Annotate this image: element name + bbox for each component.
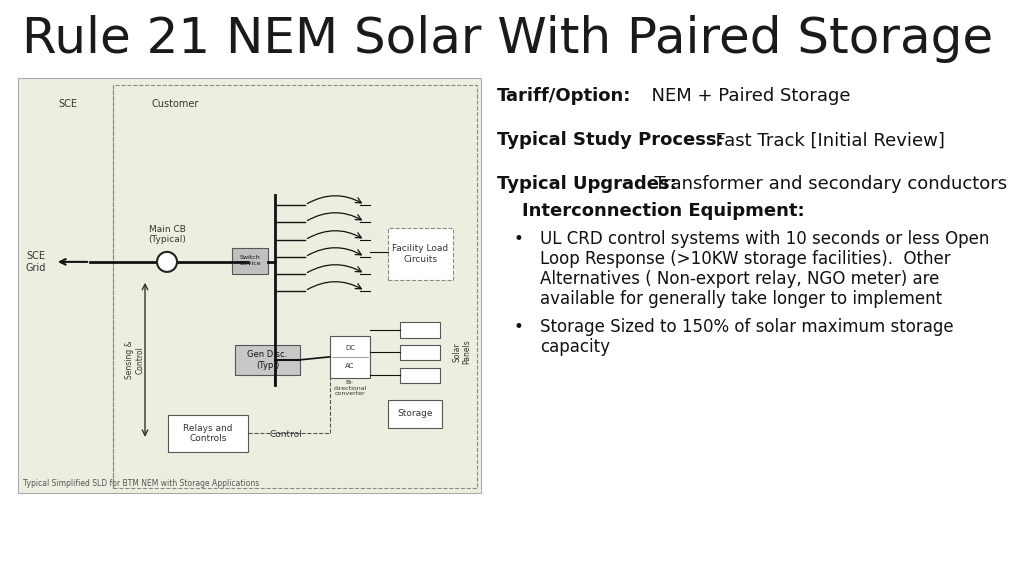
Text: Typical Simplified SLD for BTM NEM with Storage Applications: Typical Simplified SLD for BTM NEM with … (23, 479, 259, 488)
Text: capacity: capacity (540, 338, 610, 356)
Text: Storage Sized to 150% of solar maximum storage: Storage Sized to 150% of solar maximum s… (540, 317, 953, 336)
Circle shape (157, 252, 177, 272)
Text: SCE: SCE (58, 99, 78, 109)
Text: Facility Load
Circuits: Facility Load Circuits (392, 244, 449, 264)
Text: Customer: Customer (152, 99, 199, 109)
Bar (232, 248, 268, 274)
Text: DC: DC (345, 344, 355, 351)
Text: UL CRD control systems with 10 seconds or less Open: UL CRD control systems with 10 seconds o… (540, 229, 989, 248)
Text: Transformer and secondary conductors: Transformer and secondary conductors (643, 175, 1008, 194)
Bar (168, 415, 248, 452)
Bar (388, 228, 453, 280)
Text: Control: Control (270, 430, 303, 439)
Bar (400, 345, 440, 360)
Bar (113, 85, 477, 488)
Text: AC: AC (345, 363, 354, 369)
Bar (400, 368, 440, 383)
Bar (234, 345, 300, 375)
Text: Tariff/Option:: Tariff/Option: (497, 87, 632, 105)
Text: Loop Response (>10KW storage facilities).  Other: Loop Response (>10KW storage facilities)… (540, 250, 950, 268)
Text: Relays and
Controls: Relays and Controls (183, 423, 232, 443)
Text: Rule 21 NEM Solar With Paired Storage: Rule 21 NEM Solar With Paired Storage (22, 15, 993, 63)
Text: Bi-
directional
converter: Bi- directional converter (334, 380, 367, 396)
Text: Sensing &
Control: Sensing & Control (125, 340, 144, 379)
Text: Main CB
(Typical): Main CB (Typical) (148, 225, 186, 244)
Text: Fast Track [Initial Review]: Fast Track [Initial Review] (705, 131, 945, 149)
Text: Switch
Device: Switch Device (240, 256, 261, 266)
Text: Solar
Panels: Solar Panels (453, 339, 472, 364)
Bar (330, 336, 370, 378)
Text: NEM + Paired Storage: NEM + Paired Storage (640, 87, 851, 105)
Text: Interconnection Equipment:: Interconnection Equipment: (497, 202, 805, 220)
Text: •: • (514, 317, 524, 336)
Text: •: • (514, 229, 524, 248)
Bar (388, 400, 442, 428)
Bar (400, 322, 440, 338)
Text: Typical Study Process:: Typical Study Process: (497, 131, 724, 149)
Bar (18, 78, 481, 493)
Text: Storage: Storage (397, 410, 433, 418)
Text: Gen Disc.
(Typ.): Gen Disc. (Typ.) (248, 350, 288, 370)
Text: SCE
Grid: SCE Grid (26, 251, 46, 272)
Text: available for generally take longer to implement: available for generally take longer to i… (540, 290, 942, 308)
Text: Energy for What’s Ahead™: Energy for What’s Ahead™ (717, 543, 998, 562)
Text: Alternatives ( Non-export relay, NGO meter) are: Alternatives ( Non-export relay, NGO met… (540, 270, 939, 288)
Text: Typical Upgrades:: Typical Upgrades: (497, 175, 677, 194)
